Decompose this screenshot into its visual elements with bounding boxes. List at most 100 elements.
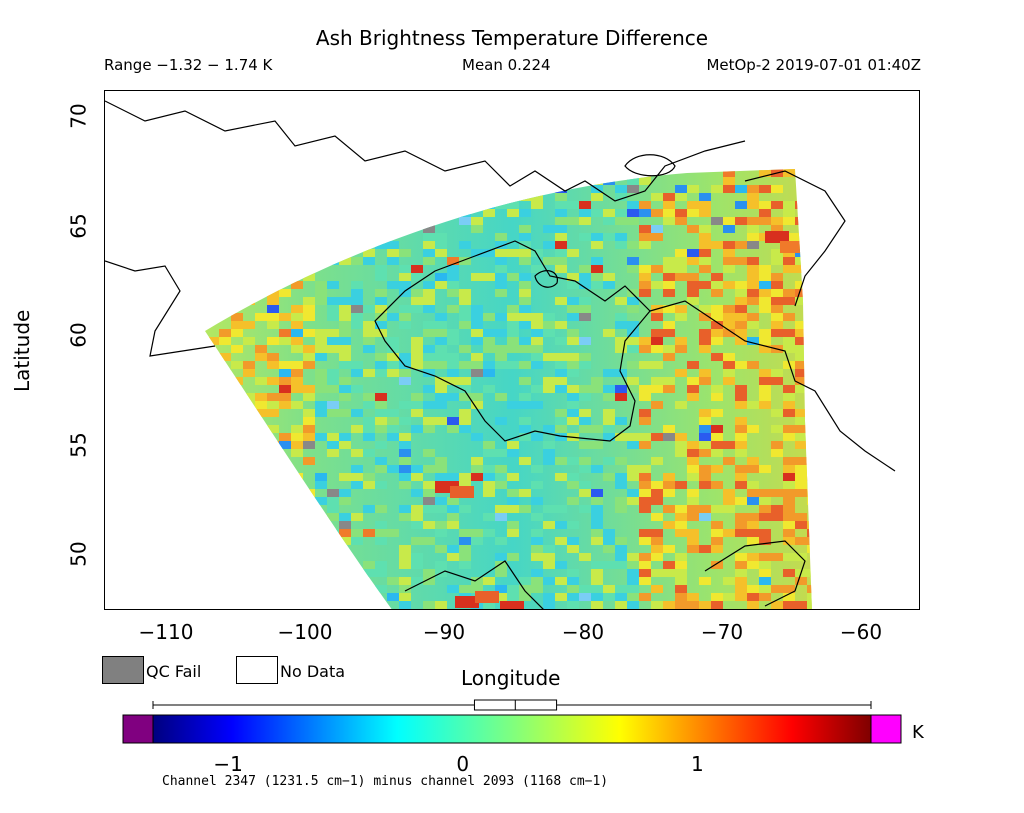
swath-cell xyxy=(723,265,735,273)
swath-cell xyxy=(255,177,267,185)
swath-cell xyxy=(279,177,291,185)
swath-cell xyxy=(327,313,339,321)
swath-cell xyxy=(303,593,315,601)
swath-cell xyxy=(219,425,231,433)
swath-cell xyxy=(807,473,812,481)
swath-cell xyxy=(675,313,687,321)
swath-cell xyxy=(483,449,495,457)
swath-cell xyxy=(363,321,375,329)
swath-cell xyxy=(243,569,255,577)
swath-cell xyxy=(627,185,639,193)
swath-cell xyxy=(519,249,531,257)
swath-cell xyxy=(483,337,495,345)
swath-cell xyxy=(807,369,812,377)
swath-cell xyxy=(807,209,812,217)
swath-cell xyxy=(735,281,747,289)
swath-cell xyxy=(231,193,243,201)
swath-cell xyxy=(495,465,507,473)
qc-fail-label: QC Fail xyxy=(146,662,202,681)
swath-cell xyxy=(255,433,267,441)
swath-cell xyxy=(267,481,279,489)
swath-cell xyxy=(603,369,615,377)
swath-cell xyxy=(327,513,339,521)
swath-cell xyxy=(363,609,375,610)
swath-cell xyxy=(423,257,435,265)
swath-cell xyxy=(579,265,591,273)
swath-cell xyxy=(639,505,651,513)
swath-cell xyxy=(795,577,807,585)
swath-cell xyxy=(615,209,627,217)
colorbar-over-swatch xyxy=(870,714,902,744)
swath-cell xyxy=(735,201,747,209)
swath-cell xyxy=(795,289,807,297)
swath-cell xyxy=(375,169,387,177)
swath-cell xyxy=(207,233,219,241)
swath-cell xyxy=(591,169,603,177)
swath-cell xyxy=(627,265,639,273)
swath-cell xyxy=(399,585,411,593)
swath-cell xyxy=(303,441,315,449)
swath-cell xyxy=(747,361,759,369)
swath-cell xyxy=(375,353,387,361)
swath-cell xyxy=(711,465,723,473)
swath-cell xyxy=(423,385,435,393)
swath-cell xyxy=(327,441,339,449)
swath-cell xyxy=(231,401,243,409)
swath-cell xyxy=(567,369,579,377)
swath-cell xyxy=(471,217,483,225)
swath-cell xyxy=(771,217,783,225)
swath-cell xyxy=(267,537,279,545)
swath-cell xyxy=(567,401,579,409)
swath-cell xyxy=(267,217,279,225)
swath-cell xyxy=(267,465,279,473)
swath-cell xyxy=(483,481,495,489)
swath-cell xyxy=(411,553,423,561)
swath-cell xyxy=(471,585,483,593)
swath-cell xyxy=(735,361,747,369)
swath-cell xyxy=(387,361,399,369)
swath-cell xyxy=(579,465,591,473)
swath-cell xyxy=(375,609,387,610)
swath-cell xyxy=(507,337,519,345)
swath-cell xyxy=(303,313,315,321)
swath-cell xyxy=(807,273,812,281)
swath-cell xyxy=(435,249,447,257)
swath-cell xyxy=(399,465,411,473)
swath-cell xyxy=(747,297,759,305)
swath-cell xyxy=(459,425,471,433)
swath-cell xyxy=(315,481,327,489)
swath-cell xyxy=(759,401,771,409)
swath-cell xyxy=(351,257,363,265)
swath-cell xyxy=(507,593,519,601)
swath-cell xyxy=(699,369,711,377)
swath-cell xyxy=(543,577,555,585)
swath-cell xyxy=(447,513,459,521)
swath-cell xyxy=(327,209,339,217)
swath-cell xyxy=(759,329,771,337)
swath-cell xyxy=(531,553,543,561)
swath-cell xyxy=(243,241,255,249)
swath-cell xyxy=(207,505,219,513)
swath-cell xyxy=(423,353,435,361)
swath-cell xyxy=(205,353,207,361)
swath-cell xyxy=(531,353,543,361)
swath-cell xyxy=(663,425,675,433)
swath-cell xyxy=(291,449,303,457)
swath-cell xyxy=(315,385,327,393)
swath-cell xyxy=(579,161,591,169)
swath-cell xyxy=(747,257,759,265)
swath-cell xyxy=(651,457,663,465)
swath-cell xyxy=(339,385,351,393)
swath-cell xyxy=(231,313,243,321)
swath-cell xyxy=(243,585,255,593)
swath-cell xyxy=(579,353,591,361)
swath-cell xyxy=(627,345,639,353)
swath-cell xyxy=(255,553,267,561)
swath-cell xyxy=(711,321,723,329)
swath-cell xyxy=(243,185,255,193)
swath-cell xyxy=(735,569,747,577)
swath-cell xyxy=(699,313,711,321)
swath-cell xyxy=(651,233,663,241)
swath-cell xyxy=(435,361,447,369)
swath-cell xyxy=(519,593,531,601)
